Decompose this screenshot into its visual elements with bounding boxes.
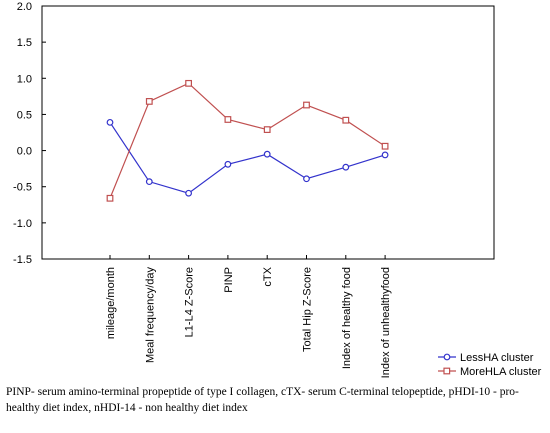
y-tick-label: -1.5 [13, 254, 32, 266]
data-point-circle [263, 150, 271, 158]
data-point-square [224, 116, 232, 123]
data-point-circle [145, 178, 153, 186]
x-tick-label: Total Hip Z-Score [302, 267, 314, 352]
data-point-square [303, 101, 310, 109]
x-tick-label: cTX [262, 266, 274, 286]
legend-label: MoreHLA cluster [460, 366, 542, 378]
y-tick-label: 1.0 [17, 73, 32, 85]
legend-label: LessHA cluster [460, 352, 534, 364]
series-group [106, 79, 389, 202]
data-point-square [381, 142, 389, 150]
y-tick-label: -1.0 [13, 218, 32, 230]
figure-caption: PINP- serum amino-terminal propeptide of… [6, 386, 519, 414]
series-line-0 [109, 122, 386, 194]
data-point-circle [185, 189, 193, 197]
x-tick-label: Index of unhealthyfood [380, 267, 392, 378]
x-tick-label: PINP [223, 267, 235, 293]
y-axis: 2.0 1.5 1.0 0.5 0.0 -0.5 -1.0 -1.5 [13, 1, 46, 266]
y-tick-label: -0.5 [13, 182, 32, 194]
data-point-square [145, 98, 153, 105]
legend: LessHA cluster MoreHLA cluster [438, 352, 542, 378]
data-point-circle [106, 118, 114, 126]
data-point-circle [342, 163, 350, 171]
series-line-1 [109, 82, 386, 199]
line-chart: 2.0 1.5 1.0 0.5 0.0 -0.5 -1.0 -1.5 mileage/mont… [13, 1, 542, 378]
data-point-square [106, 194, 114, 202]
x-tick-label: mileage/month [105, 267, 117, 339]
x-tick-label: Meal frequency/day [144, 267, 156, 363]
data-point-circle [224, 160, 232, 168]
data-point-circle [303, 175, 310, 183]
y-tick-label: 0.5 [17, 109, 32, 121]
data-point-circle [381, 151, 389, 159]
x-tick-label: L1-L4 Z-Score [184, 267, 196, 337]
data-point-square [342, 116, 350, 124]
x-tick-label: Index of healthy food [341, 267, 353, 369]
x-axis: mileage/month Meal frequency/day L1-L4 Z-S… [105, 255, 392, 378]
data-point-square [263, 126, 271, 134]
plot-frame [41, 5, 495, 260]
legend-marker [443, 367, 451, 375]
y-tick-label: 2.0 [17, 1, 32, 13]
data-point-square [185, 79, 193, 87]
y-tick-label: 0.0 [17, 146, 32, 158]
legend-marker [443, 353, 451, 361]
y-tick-label: 1.5 [17, 37, 32, 49]
